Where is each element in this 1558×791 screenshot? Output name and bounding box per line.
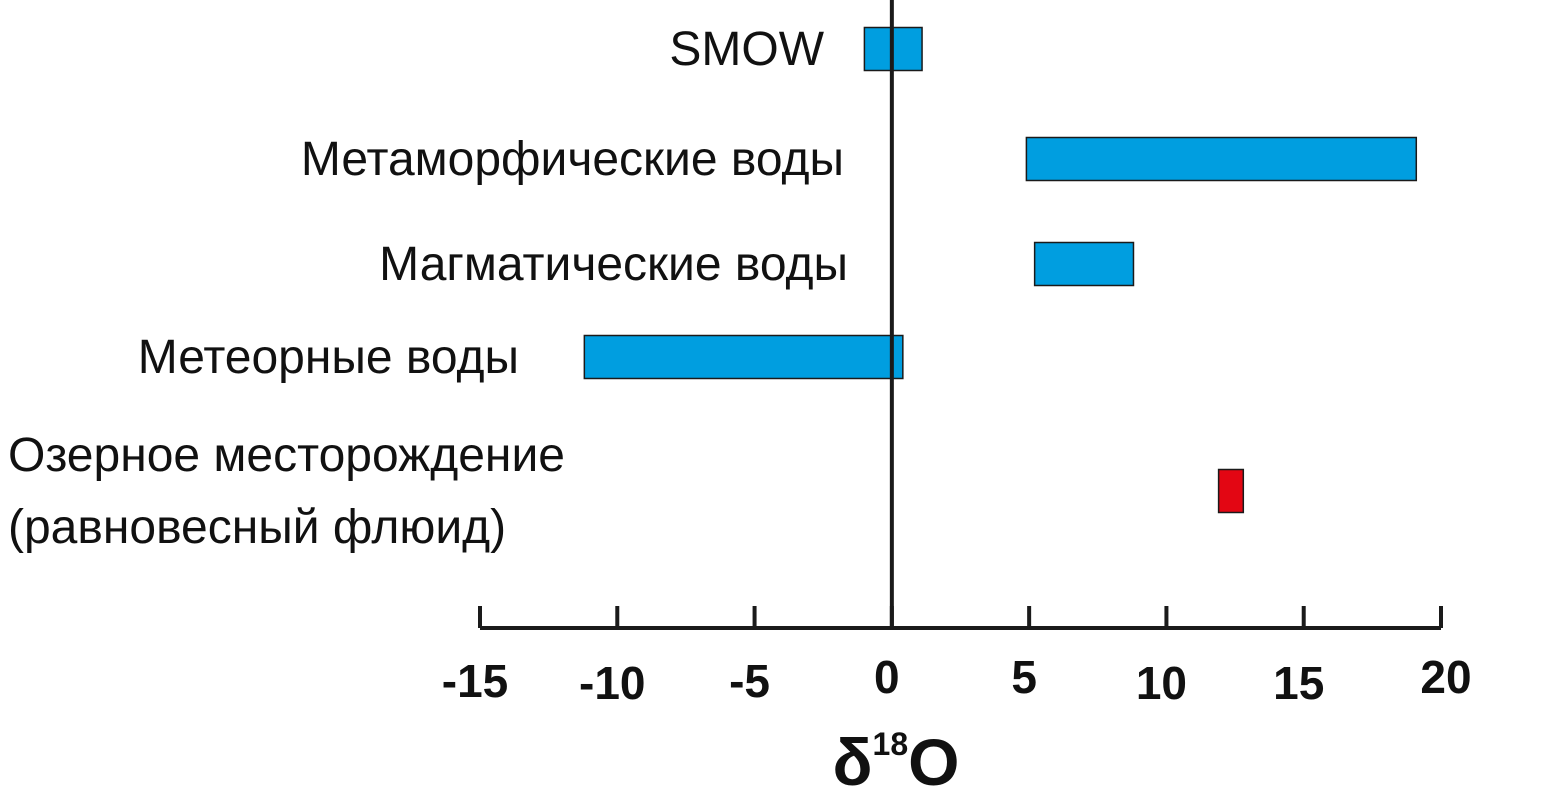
x-axis-title-delta: δ: [833, 725, 873, 791]
category-label-1: SMOW: [669, 23, 824, 76]
range-bar-4: [583, 334, 904, 380]
x-tick-label: 5: [1011, 651, 1037, 703]
category-label-2: Метаморфические воды: [301, 133, 844, 186]
category-label-line: SMOW: [669, 23, 824, 76]
category-label-line: (равновесный флюид): [8, 501, 506, 554]
category-label-5: Озерное месторождение (равновесный флюид): [8, 429, 565, 554]
category-label-4: Метеорные воды: [138, 331, 519, 384]
category-label-line: Озерное месторождение: [8, 429, 565, 482]
category-label-line: Метеорные воды: [138, 331, 519, 384]
x-tick-label: -15: [442, 655, 508, 707]
x-tick-label: 0: [874, 651, 900, 703]
category-label-line: Метаморфические воды: [301, 133, 844, 186]
range-bar-2: [1025, 136, 1418, 182]
category-label-3: Магматические воды: [379, 238, 848, 291]
range-bar-3: [1033, 241, 1135, 287]
x-tick-label: -10: [579, 657, 645, 709]
x-tick-label: 20: [1420, 651, 1471, 703]
x-axis-title-tail: O: [908, 725, 959, 791]
category-labels-layer: SMOW Метаморфические воды Магматические во…: [8, 23, 848, 554]
x-ticks-layer: -15 -10 -5 0 5 10 15 20: [442, 606, 1472, 709]
range-bar-5: [1217, 468, 1245, 514]
category-label-line: Магматические воды: [379, 238, 848, 291]
x-tick-label: 10: [1136, 657, 1187, 709]
x-tick-label: -5: [729, 655, 770, 707]
bars-layer: [583, 26, 1418, 514]
x-tick-label: 15: [1273, 657, 1324, 709]
x-axis-title-superscript: 18: [873, 726, 909, 762]
x-axis-title: δ18O: [833, 725, 960, 791]
